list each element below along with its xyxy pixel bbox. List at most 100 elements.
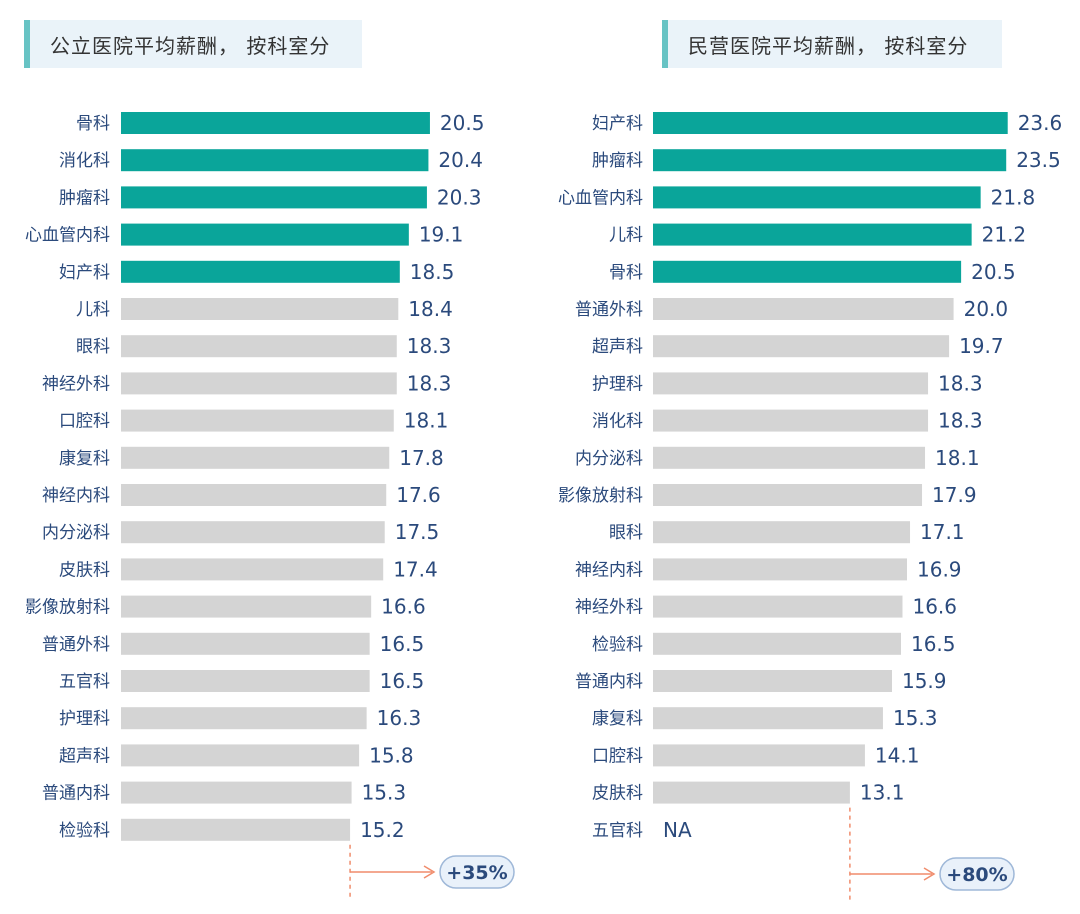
- private-bar: [653, 149, 1007, 172]
- private-value-label: 21.8: [991, 185, 1036, 209]
- public-value-label: 19.1: [419, 223, 464, 247]
- private-annotation-pill: [939, 857, 1015, 891]
- public-bar: [121, 670, 370, 692]
- private-bar: [653, 744, 865, 767]
- private-category-label: 妇产科: [592, 114, 643, 134]
- private-bar: [653, 298, 954, 320]
- public-category-label: 眼科: [76, 337, 110, 357]
- public-value-label: 17.4: [393, 557, 438, 581]
- public-bar: [121, 149, 429, 172]
- private-value-label: 14.1: [875, 743, 920, 767]
- private-category-label: 消化科: [592, 412, 643, 432]
- private-arrow-head: [923, 867, 936, 881]
- private-bar: [653, 112, 1008, 134]
- public-category-label: 心血管内科: [25, 226, 110, 246]
- public-bar: [121, 595, 372, 618]
- public-category-label: 影像放射科: [25, 598, 110, 618]
- public-bar: [121, 446, 390, 469]
- private-category-label: 神经外科: [575, 598, 643, 618]
- public-value-label: 18.3: [407, 334, 452, 358]
- public-bar: [121, 112, 430, 134]
- public-value-label: 20.4: [438, 148, 483, 172]
- public-category-label: 检验科: [59, 821, 110, 841]
- public-value-label: 16.3: [377, 706, 422, 730]
- private-value-label: 15.9: [902, 669, 947, 693]
- public-value-label: 17.8: [399, 446, 444, 470]
- private-value-label: 20.5: [971, 260, 1016, 284]
- public-value-label: 18.3: [407, 371, 452, 395]
- public-hospital-chart-title: 公立医院平均薪酬， 按科室分: [24, 20, 362, 68]
- private-bar: [653, 335, 950, 358]
- private-category-label: 普通外科: [575, 300, 643, 320]
- private-value-label: 18.3: [938, 371, 983, 395]
- public-category-label: 神经外科: [42, 374, 110, 394]
- public-bar: [121, 744, 360, 767]
- private-category-label: 影像放射科: [558, 486, 643, 506]
- private-value-label: 16.6: [912, 595, 957, 619]
- private-value-label: 20.0: [964, 297, 1009, 321]
- public-arrow-head: [423, 865, 436, 879]
- public-bar: [121, 707, 367, 730]
- private-value-label: 17.1: [920, 520, 965, 544]
- public-value-label: 20.3: [437, 185, 482, 209]
- private-bar: [653, 707, 883, 730]
- private-bar: [653, 223, 972, 246]
- private-value-label: 16.9: [917, 557, 962, 581]
- private-category-label: 内分泌科: [575, 449, 643, 469]
- public-bar: [121, 223, 409, 246]
- public-category-label: 康复科: [59, 449, 110, 469]
- public-value-label: 18.5: [410, 260, 455, 284]
- private-bar: [653, 632, 901, 655]
- private-bar: [653, 372, 929, 395]
- private-bar: [653, 670, 892, 692]
- public-bar: [121, 818, 351, 841]
- public-bar: [121, 409, 394, 432]
- private-value-label: 13.1: [860, 781, 905, 805]
- private-value-label: 19.7: [959, 334, 1004, 358]
- public-category-label: 消化科: [59, 151, 110, 171]
- private-hospital-chart-title: 民营医院平均薪酬， 按科室分: [662, 20, 1002, 68]
- private-category-label: 康复科: [592, 709, 643, 729]
- public-bar: [121, 335, 397, 358]
- private-bar: [653, 521, 911, 544]
- private-value-label: 16.5: [911, 632, 956, 656]
- public-annotation-text: +35%: [446, 862, 507, 884]
- private-bar: [653, 781, 850, 804]
- public-category-label: 儿科: [76, 300, 110, 320]
- public-bar: [121, 260, 400, 283]
- private-category-label: 儿科: [609, 226, 643, 246]
- public-category-label: 普通外科: [42, 635, 110, 655]
- public-category-label: 骨科: [76, 114, 110, 134]
- public-value-label: 16.5: [380, 669, 425, 693]
- private-bar: [653, 595, 903, 618]
- public-value-label: 17.6: [396, 483, 441, 507]
- private-bar: [653, 260, 962, 283]
- private-value-label: 15.3: [893, 706, 938, 730]
- public-category-label: 皮肤科: [59, 560, 110, 580]
- private-value-label: 18.3: [938, 409, 983, 433]
- public-value-label: 17.5: [395, 520, 440, 544]
- public-category-label: 神经内科: [42, 486, 110, 506]
- private-value-label: 23.5: [1016, 148, 1061, 172]
- public-bar: [121, 781, 352, 804]
- public-category-label: 内分泌科: [42, 523, 110, 543]
- private-value-label: 23.6: [1018, 111, 1063, 135]
- public-category-label: 肿瘤科: [59, 188, 110, 208]
- private-bar: [653, 446, 926, 469]
- private-category-label: 五官科: [592, 821, 643, 841]
- public-value-label: 20.5: [440, 111, 485, 135]
- private-category-label: 超声科: [592, 337, 643, 357]
- public-value-label: 15.2: [360, 818, 405, 842]
- private-value-label: 18.1: [935, 446, 980, 470]
- private-bar: [653, 558, 908, 581]
- private-bar: [653, 484, 923, 506]
- public-category-label: 五官科: [59, 672, 110, 692]
- public-category-label: 普通内科: [42, 784, 110, 804]
- public-category-label: 护理科: [59, 709, 110, 729]
- private-value-label: 17.9: [932, 483, 977, 507]
- private-bar: [653, 409, 929, 432]
- public-annotation-pill: [439, 855, 515, 889]
- private-category-label: 眼科: [609, 523, 643, 543]
- public-value-label: 15.3: [362, 781, 407, 805]
